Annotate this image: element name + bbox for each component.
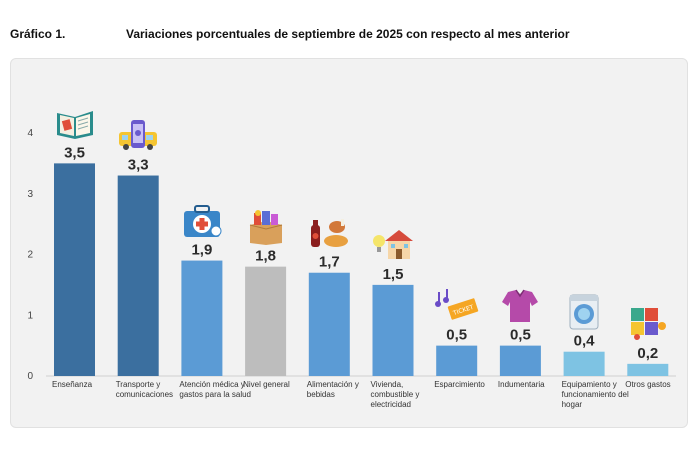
bar: [54, 163, 95, 376]
y-tick-label: 3: [27, 189, 33, 200]
category-label: Nivel general: [243, 380, 290, 389]
bar: [308, 272, 350, 376]
y-tick-label: 0: [27, 371, 33, 382]
bar: [499, 345, 541, 376]
medical-kit-icon: [180, 201, 224, 241]
category-label: Equipamiento y funcionamiento del hogar: [561, 380, 629, 409]
category-label: Esparcimiento: [434, 380, 485, 389]
bar: [627, 363, 669, 376]
shopping-box-icon: [244, 207, 288, 247]
music-ticket-icon: TICKET: [434, 286, 479, 326]
bar: [436, 345, 478, 376]
washing-machine-icon: [562, 292, 606, 332]
data-label: 0,5: [510, 327, 531, 344]
data-label: 0,5: [446, 327, 467, 344]
data-label: 0,4: [574, 333, 596, 350]
clothes-icon: [498, 286, 542, 326]
category-label: Otros gastos: [625, 380, 671, 389]
bar: [245, 266, 287, 376]
data-label: 1,9: [191, 242, 212, 259]
bar: [372, 284, 414, 376]
category-label: Transporte y comunicaciones: [115, 380, 174, 399]
data-label: 1,7: [319, 254, 340, 271]
puzzle-icon: [626, 304, 670, 344]
data-label: 3,5: [64, 144, 85, 161]
house-bulb-icon: [371, 225, 415, 265]
y-tick-label: 4: [27, 128, 33, 139]
category-label: Alimentación y bebidas: [306, 380, 359, 399]
chart-title: Variaciones porcentuales de septiembre d…: [126, 27, 570, 41]
category-label: Indumentaria: [497, 380, 545, 389]
bus-phone-icon: [116, 116, 160, 156]
data-label: 1,8: [255, 248, 276, 265]
bar: [181, 260, 223, 376]
bar: [563, 351, 605, 376]
data-label: 0,2: [637, 345, 658, 362]
data-label: 3,3: [128, 157, 149, 174]
figure-label: Gráfico 1.: [10, 27, 66, 41]
category-label: Vivienda, combustible y electricidad: [370, 380, 420, 409]
data-label: 1,5: [383, 266, 404, 283]
bar: [117, 175, 159, 376]
y-tick-label: 1: [27, 310, 33, 321]
book-icon: [53, 103, 97, 143]
food-drink-icon: [307, 213, 351, 253]
category-label: Atención médica y gastos para la salud: [179, 380, 251, 399]
category-label: Enseñanza: [52, 380, 93, 389]
y-tick-label: 2: [27, 250, 33, 261]
